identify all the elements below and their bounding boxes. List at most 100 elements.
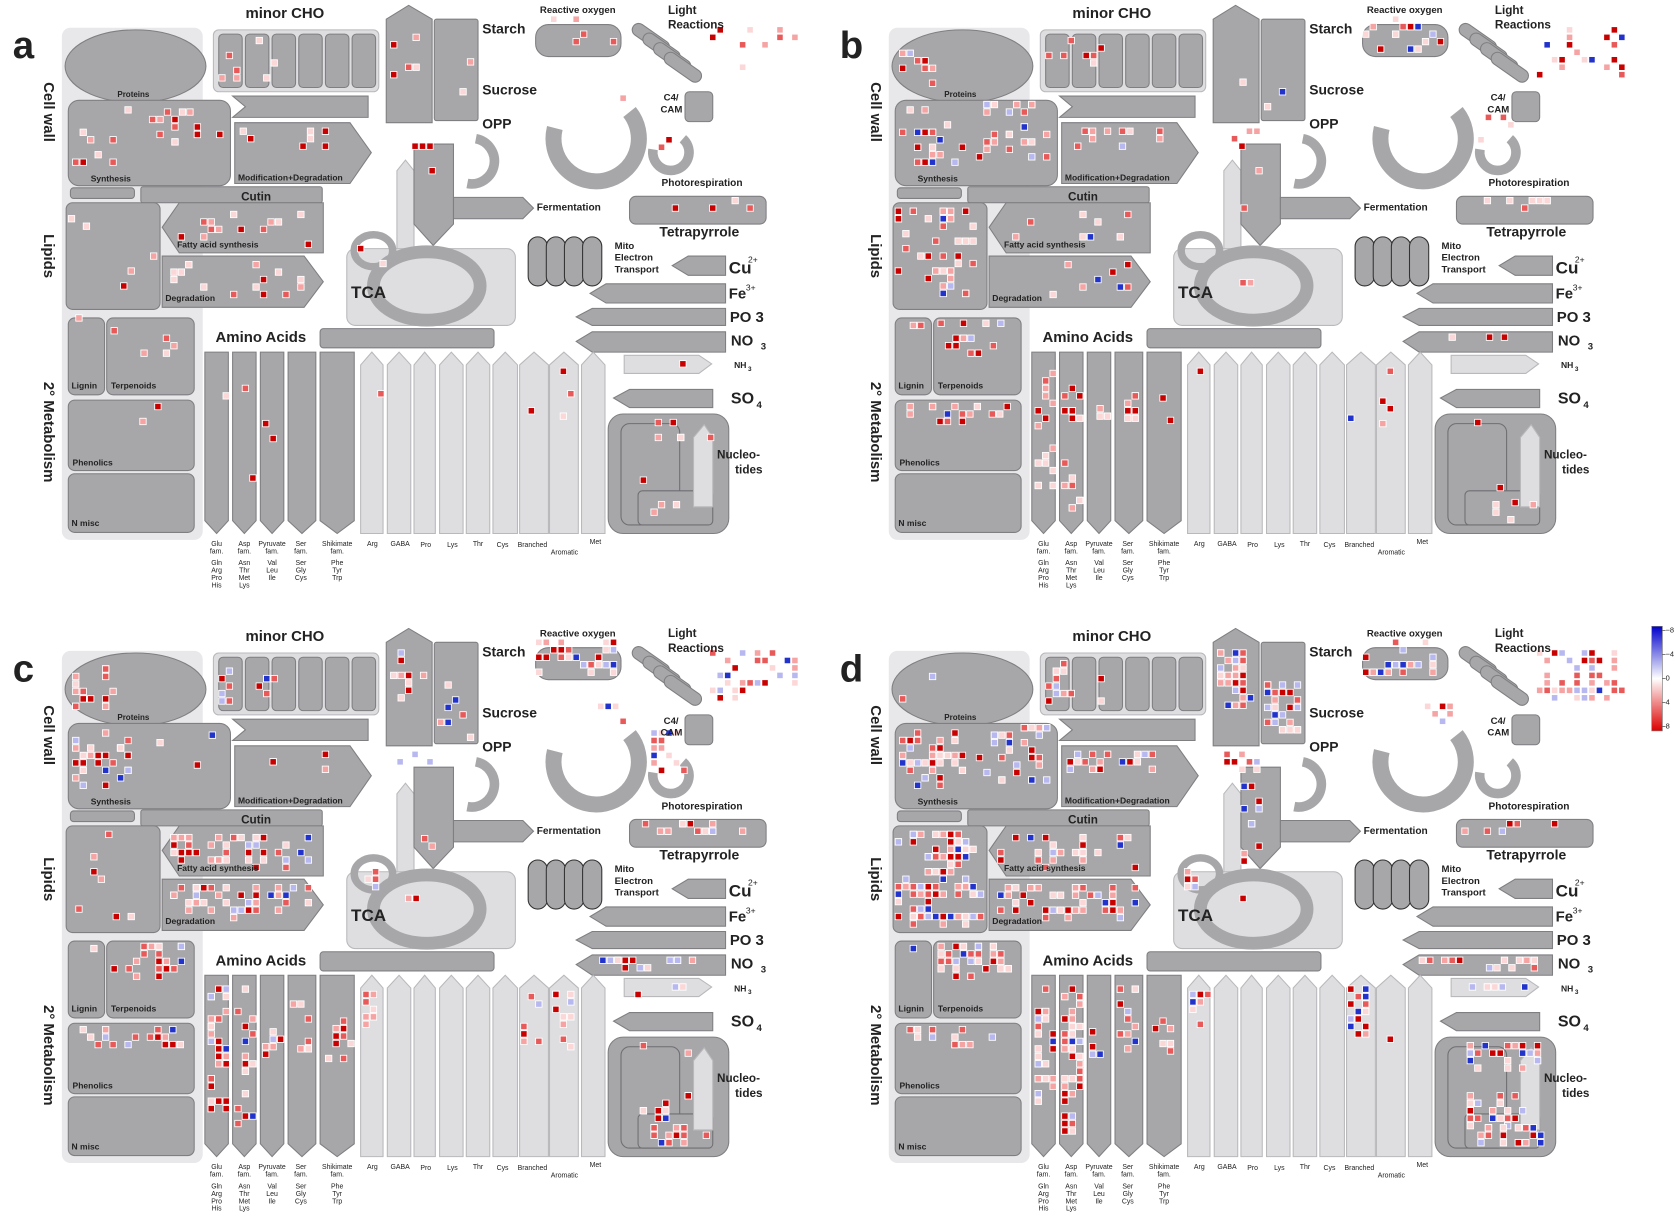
column-label: fam. (1065, 548, 1079, 555)
heat-cell (1240, 650, 1246, 656)
label: Fermentation (1364, 203, 1428, 214)
heat-cell (102, 1026, 108, 1032)
heat-cell (1475, 419, 1481, 425)
label: Lipids (867, 234, 884, 278)
heat-cell (1484, 197, 1490, 203)
label: Electron (615, 253, 654, 264)
pathway-column (1320, 352, 1345, 533)
box (1456, 819, 1593, 847)
heat-cell (1619, 687, 1625, 693)
heat-cell (655, 1115, 661, 1121)
heat-cell (521, 1031, 527, 1037)
label: Lipids (40, 234, 57, 278)
heat-cell (1596, 687, 1602, 693)
arrow (233, 719, 369, 740)
heat-cell (1589, 657, 1595, 663)
column-label: Aromatic (551, 1173, 579, 1180)
label: Phenolics (73, 457, 113, 467)
heat-cell (959, 1041, 965, 1047)
heat-cell (1486, 334, 1492, 340)
heat-cell (1574, 49, 1580, 55)
column-label: Cys (1324, 1165, 1336, 1172)
heat-cell (1536, 71, 1542, 77)
heat-cell (1492, 984, 1498, 990)
heat-cell (1074, 751, 1080, 757)
heat-cell (984, 109, 990, 115)
heat-cell (1519, 1042, 1525, 1048)
heat-cell (1515, 1140, 1521, 1146)
box (546, 237, 565, 286)
heat-cell (1062, 1038, 1068, 1044)
arrow (453, 197, 533, 218)
column-label: His (212, 583, 223, 590)
pathway-column (320, 975, 354, 1156)
heat-cell (253, 834, 259, 840)
label: TCA (351, 283, 386, 302)
heat-cell (240, 128, 246, 134)
label: Terpenoids (938, 381, 984, 391)
label: tides (1562, 1087, 1590, 1100)
arrow (1060, 719, 1196, 740)
heat-cell (970, 891, 976, 897)
heat-cell (955, 891, 961, 897)
heat-cell (1559, 57, 1565, 63)
heat-cell (1197, 1021, 1203, 1027)
heat-cell (1530, 1132, 1536, 1138)
heat-cell (895, 883, 901, 889)
heat-cell (1192, 883, 1198, 889)
heat-cell (1241, 806, 1247, 812)
heat-cell (588, 669, 594, 675)
heat-cell (283, 857, 289, 863)
heat-cell (895, 208, 901, 214)
heat-cell (655, 419, 661, 425)
label: Modification+Degradation (1065, 172, 1170, 182)
arrow (453, 821, 533, 842)
heat-cell (1254, 128, 1260, 134)
heat-cell (372, 876, 378, 882)
label: 3 (1588, 341, 1593, 352)
column-label: Leu (266, 1191, 278, 1198)
heat-cell (1363, 1008, 1369, 1014)
heat-cell (219, 75, 225, 81)
heat-cell (275, 219, 281, 225)
heat-cell (398, 672, 404, 678)
heat-cell (148, 943, 154, 949)
heat-cell (903, 876, 909, 882)
heat-cell (560, 1021, 566, 1027)
label: 2+ (1575, 878, 1585, 888)
heat-cell (1117, 907, 1123, 913)
heat-cell (223, 1046, 229, 1052)
heat-cell (1110, 907, 1116, 913)
heat-cell (1167, 1040, 1173, 1046)
label: Starch (482, 644, 525, 660)
heat-cell (975, 958, 981, 964)
pathway-column (361, 352, 383, 533)
heat-cell (1062, 1031, 1068, 1037)
heat-cell (1392, 31, 1398, 37)
pathway-column (1293, 352, 1316, 533)
column-label: Ser (1122, 541, 1133, 548)
label: C4/ (664, 93, 679, 104)
heat-cell (940, 268, 946, 274)
heat-cell (1248, 821, 1254, 827)
heat-cell (1439, 703, 1445, 709)
heat-cell (1566, 42, 1572, 48)
heat-cell (970, 260, 976, 266)
heat-cell (305, 1046, 311, 1052)
heat-cell (1125, 211, 1131, 217)
label: Nucleo- (1544, 1072, 1587, 1085)
heat-cell (1611, 657, 1617, 663)
heat-cell (1089, 128, 1095, 134)
label: 2° Metabolism (40, 1005, 57, 1106)
heat-cell (128, 268, 134, 274)
heat-cell (208, 1105, 214, 1111)
heat-cell (1044, 777, 1050, 783)
heat-cell (427, 143, 433, 149)
heat-cell (223, 1061, 229, 1067)
heat-cell (1069, 1053, 1075, 1059)
heat-cell (962, 921, 968, 927)
heat-cell (703, 1132, 709, 1138)
heat-cell (1485, 1132, 1491, 1138)
column-label: Leu (266, 568, 278, 575)
heat-cell (1050, 1083, 1056, 1089)
